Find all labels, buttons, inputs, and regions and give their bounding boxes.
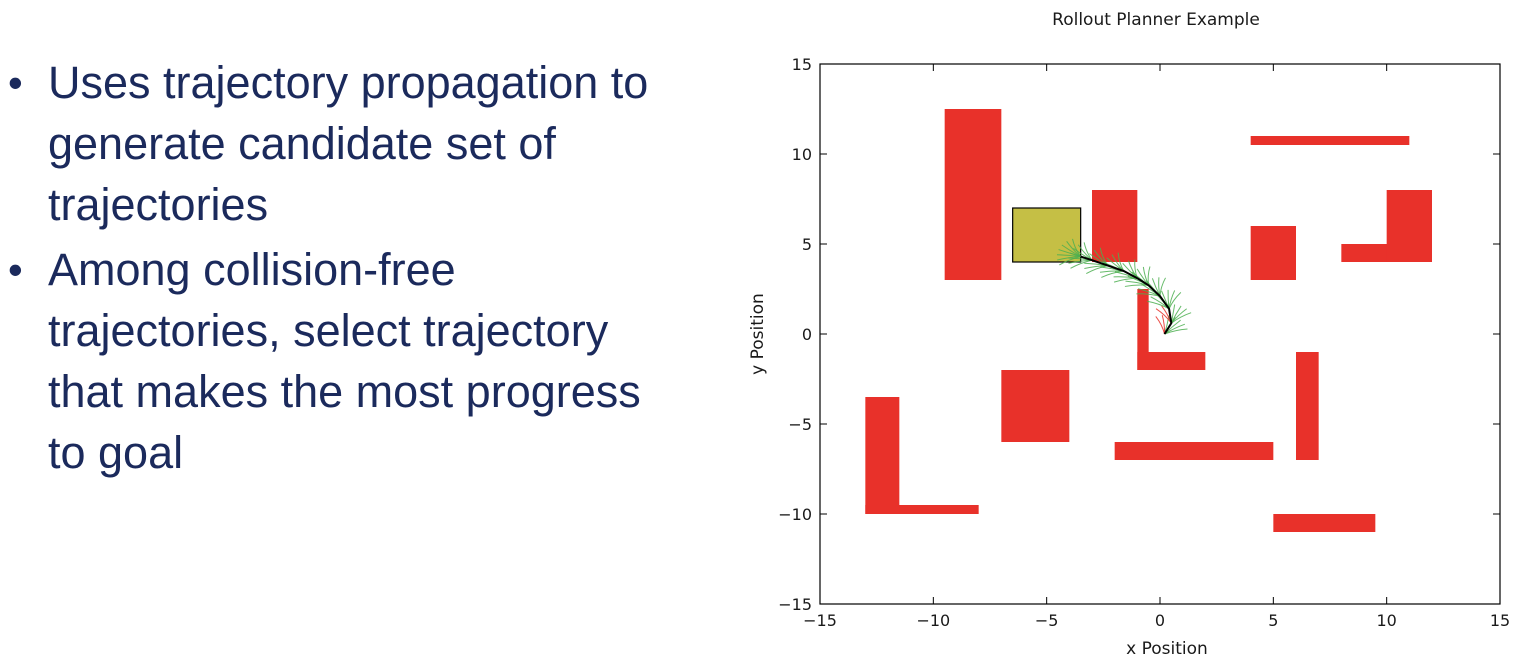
collision-rollout [1155, 316, 1166, 335]
x-tick-label: 10 [1376, 611, 1396, 630]
x-tick-label: 5 [1268, 611, 1278, 630]
obstacle-2 [1092, 190, 1138, 262]
candidate-rollout [1113, 277, 1138, 283]
obstacle-10 [1296, 352, 1319, 460]
obstacle-4 [1250, 226, 1296, 280]
goal-region [1012, 207, 1082, 263]
y-tick-label: 5 [802, 235, 812, 254]
obstacle-6 [1386, 190, 1432, 262]
candidate-rollout [1070, 259, 1093, 269]
bullet-line: Uses trajectory propagation to [48, 57, 649, 108]
x-axis-title: x Position [1126, 639, 1208, 659]
bullet-line: trajectories [48, 179, 269, 230]
bullet-line: trajectories, select trajectory [48, 305, 609, 356]
x-tick-label: −10 [916, 611, 950, 630]
candidate-rollout [1147, 266, 1151, 286]
y-tick-label: −15 [778, 595, 812, 614]
x-tick-label: 0 [1155, 611, 1165, 630]
bullet-item-select-trajectory: • Among collision-free trajectories, sel… [0, 239, 720, 483]
obstacle-14 [1273, 514, 1376, 532]
obstacle-12 [865, 397, 900, 514]
y-tick-label: −10 [778, 505, 812, 524]
candidate-rollout [1059, 256, 1081, 266]
chart-title: Rollout Planner Example [1052, 10, 1260, 30]
bullet-line: that makes the most progress [48, 366, 641, 417]
y-tick-label: −5 [788, 415, 812, 434]
x-tick-label: 15 [1490, 611, 1510, 630]
bullet-line: to goal [48, 427, 184, 478]
obstacle-13 [865, 505, 979, 514]
bullet-item-trajectory-propagation: • Uses trajectory propagation to generat… [0, 52, 720, 235]
y-tick-label: 0 [802, 325, 812, 344]
bullet-marker-icon: • [8, 246, 23, 293]
bullet-list: • Uses trajectory propagation to generat… [0, 52, 720, 487]
y-tick-label: 15 [792, 55, 812, 74]
obstacle-1 [944, 109, 1002, 280]
selected-trajectory [1080, 255, 1173, 335]
obstacle-7 [1137, 289, 1149, 370]
x-tick-label: −5 [1035, 611, 1059, 630]
candidate-rollout [1086, 265, 1108, 275]
y-axis-title: y Position [748, 293, 768, 375]
y-axis: −15 −10 −5 0 5 10 15 [778, 55, 1500, 614]
obstacle-9 [1001, 370, 1070, 442]
plot-area [865, 109, 1432, 532]
x-tick-label: −15 [803, 611, 837, 630]
obstacle-11 [1114, 442, 1274, 460]
bullet-line: generate candidate set of [48, 118, 556, 169]
obstacle-8 [1137, 352, 1206, 370]
y-tick-label: 10 [792, 145, 812, 164]
rollout-planner-chart: Rollout Planner Example −15 −10 −5 0 5 10 15 −… [748, 10, 1510, 659]
bullet-line: Among collision-free [48, 244, 456, 295]
bullet-marker-icon: • [8, 59, 23, 106]
plot-frame [819, 63, 1501, 605]
obstacle-3 [1250, 136, 1410, 145]
x-axis: −15 −10 −5 0 5 10 15 [803, 64, 1510, 630]
